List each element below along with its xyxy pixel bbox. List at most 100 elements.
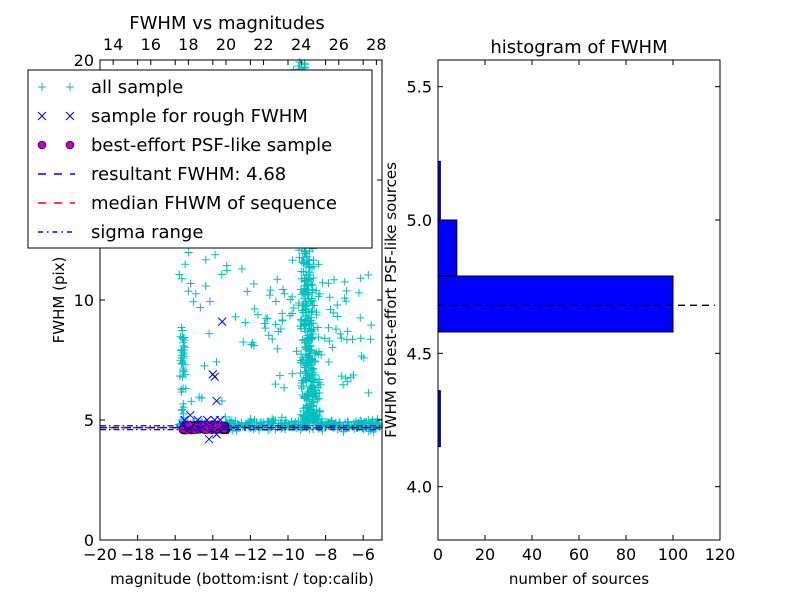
scatter-point-plus (307, 279, 316, 288)
scatter-point-plus (239, 337, 248, 346)
x-tick-label: −16 (158, 545, 192, 564)
scatter-point-plus (307, 346, 316, 355)
scatter-point-plus (304, 356, 313, 365)
scatter-point-plus (298, 358, 307, 367)
scatter-point-plus (300, 277, 309, 286)
x-tick-label: −12 (234, 545, 268, 564)
scatter-point-plus (250, 304, 259, 313)
scatter-point-x (212, 430, 221, 439)
scatter-point-plus (250, 416, 259, 425)
scatter-x-label: magnitude (bottom:isnt / top:calib) (110, 570, 374, 588)
scatter-point-x (199, 422, 208, 432)
top-x-tick-label: 28 (366, 35, 386, 54)
histogram-plot: 0 20 40 60 80 100 120 4.0 4.5 5.0 5.5 histogram o… (382, 37, 735, 588)
scatter-point-plus (302, 299, 311, 308)
scatter-title: FWHM vs magnitudes (129, 13, 324, 34)
scatter-point-plus (320, 334, 329, 343)
scatter-point-plus (294, 62, 303, 71)
legend-label: median FHWM of sequence (91, 193, 337, 214)
y-tick-label: 5 (84, 411, 94, 430)
scatter-point-plus (303, 404, 312, 413)
top-x-tick-label: 18 (178, 35, 198, 54)
scatter-point-plus (328, 343, 337, 352)
scatter-point-x (65, 111, 75, 121)
scatter-point-plus (325, 336, 334, 345)
scatter-point-plus (288, 256, 297, 265)
scatter-point-plus (264, 331, 273, 340)
legend-label: resultant FWHM: 4.68 (91, 164, 286, 185)
scatter-point-plus (195, 393, 204, 402)
legend-item: sigma range (38, 222, 203, 243)
x-tick-label: −6 (351, 545, 375, 564)
y-tick-label: 0 (84, 531, 94, 550)
scatter-point-plus (177, 406, 186, 415)
scatter-point-plus (300, 294, 309, 303)
scatter-point-x (37, 111, 47, 121)
scatter-point-plus (271, 380, 280, 389)
top-x-tick-label: 16 (141, 35, 161, 54)
scatter-point-plus (344, 418, 353, 427)
scatter-point-plus (184, 287, 193, 296)
x-tick-label: −20 (83, 545, 117, 564)
scatter-point-plus (66, 83, 74, 91)
scatter-point-plus (247, 340, 256, 349)
scatter-point-plus (280, 289, 289, 298)
top-x-tick-label: 24 (291, 35, 311, 54)
legend-item: resultant FWHM: 4.68 (38, 164, 286, 185)
legend-marker-circle (37, 140, 47, 150)
scatter-point-plus (222, 261, 231, 270)
scatter-point-x (204, 434, 214, 444)
scatter-point-plus (260, 319, 269, 328)
scatter-point-plus (310, 410, 319, 419)
scatter-point-plus (364, 388, 373, 397)
scatter-point-plus (351, 417, 360, 426)
scatter-point-plus (359, 353, 368, 362)
scatter-point-plus (303, 391, 312, 400)
scatter-point-plus (288, 292, 297, 301)
top-x-tick-label: 14 (103, 35, 123, 54)
x-tick-label: 0 (433, 545, 443, 564)
x-tick-label: 40 (522, 545, 542, 564)
scatter-point-plus (300, 392, 309, 401)
scatter-point-plus (362, 417, 371, 426)
scatter-point-plus (298, 306, 307, 315)
scatter-point-plus (333, 300, 342, 309)
scatter-point-plus (367, 321, 376, 330)
scatter-point-x (215, 415, 225, 425)
scatter-point-plus (342, 297, 351, 306)
scatter-point-plus (273, 344, 282, 353)
scatter-point-plus (303, 373, 312, 382)
scatter-point-plus (333, 312, 342, 321)
scatter-point-plus (241, 318, 250, 327)
scatter-point-plus (179, 365, 188, 374)
scatter-point-plus (278, 309, 287, 318)
scatter-point-plus (285, 311, 294, 320)
scatter-point-plus (305, 415, 314, 424)
scatter-point-plus (254, 310, 263, 319)
x-tick-label: 80 (616, 545, 636, 564)
scatter-point-x (210, 372, 220, 382)
scatter-point-plus (348, 335, 357, 344)
scatter-point-plus (306, 349, 315, 358)
scatter-point-plus (38, 83, 46, 91)
scatter-point-plus (314, 333, 323, 342)
scatter-point-plus (300, 259, 309, 268)
scatter-point-plus (186, 279, 195, 288)
legend-label: sigma range (91, 222, 203, 243)
scatter-point-psf (219, 424, 229, 434)
scatter-point-plus (225, 416, 234, 425)
scatter-point-plus (309, 256, 318, 265)
scatter-point-plus (313, 395, 322, 404)
scatter-point-plus (271, 320, 280, 329)
histogram-y-ticks: 4.0 4.5 5.0 5.5 (407, 78, 720, 497)
legend-item: best-effort PSF-like sample (37, 135, 332, 156)
histogram-bar (437, 219, 458, 277)
scatter-point-plus (177, 385, 186, 394)
scatter-point-plus (360, 422, 369, 431)
scatter-point-plus (301, 414, 310, 423)
scatter-point-plus (178, 333, 187, 342)
legend-label: all sample (91, 77, 183, 98)
scatter-point-plus (275, 371, 284, 380)
scatter-point-plus (312, 392, 321, 401)
scatter-point-plus (181, 260, 190, 269)
